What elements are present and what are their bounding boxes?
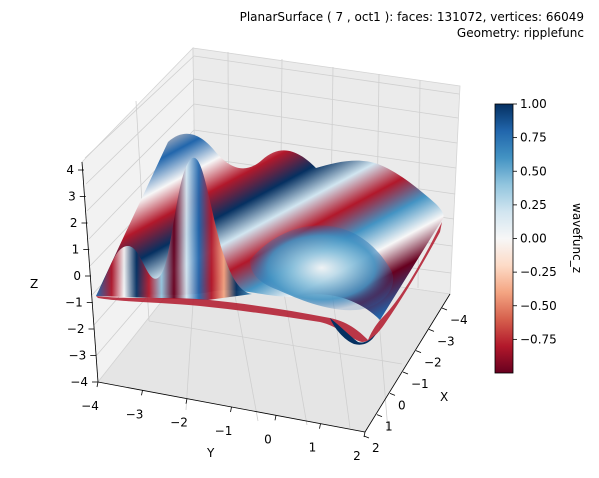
z-tick-label: −1 [65, 296, 83, 310]
z-tick-labels: −4 −3 −2 −1 0 1 2 3 4 [65, 163, 88, 389]
colorbar-tick-label: −0.75 [520, 332, 557, 346]
colorbar-ticks: 1.00 0.75 0.50 0.25 0.00 −0.25 −0.50 −0.75 [513, 97, 557, 346]
z-axis-label: Z [30, 277, 38, 291]
colorbar: 1.00 0.75 0.50 0.25 0.00 −0.25 −0.50 −0.75 wave… [494, 97, 584, 374]
y-tick-marks [96, 381, 366, 438]
colorbar-gradient [494, 103, 514, 374]
y-tick-mark [319, 423, 321, 429]
z-tick-label: 2 [70, 216, 78, 230]
y-tick-mark [230, 406, 232, 413]
y-tick-label: −3 [126, 407, 144, 421]
z-tick-marks [78, 169, 98, 383]
y-tick-label: −1 [215, 424, 233, 438]
x-tick-mark [402, 371, 409, 375]
colorbar-tick-label: 0.00 [520, 232, 547, 246]
x-tick-mark [441, 307, 448, 311]
z-tick-label: 3 [68, 190, 76, 204]
y-tick-label: 1 [309, 441, 317, 455]
y-tick-label: −4 [81, 399, 99, 413]
x-tick-mark [415, 350, 422, 354]
z-tick-label: 1 [72, 243, 80, 257]
x-tick-mark [363, 435, 370, 439]
x-tick-label: 2 [372, 441, 380, 455]
colorbar-tick-label: 0.25 [520, 198, 547, 212]
z-tick-label: −4 [70, 375, 88, 389]
y-axis-label: Y [206, 446, 215, 460]
colorbar-tick-label: 0.75 [520, 131, 547, 145]
x-tick-label: −4 [450, 313, 468, 327]
surface-center-basin [250, 225, 394, 311]
z-tick-label: −3 [69, 349, 87, 363]
z-tick-label: −2 [67, 322, 85, 336]
y-tick-mark [185, 398, 188, 404]
x-tick-label: −1 [411, 377, 429, 391]
x-axis-label: X [440, 390, 448, 404]
y-tick-label: 0 [264, 432, 272, 446]
z-tick-label: 0 [73, 269, 81, 283]
colorbar-tick-label: 0.50 [520, 164, 547, 178]
x-tick-label: 0 [398, 398, 406, 412]
x-tick-marks [363, 307, 448, 439]
x-tick-label: −2 [424, 356, 442, 370]
colorbar-tick-label: −0.50 [520, 299, 557, 313]
y-tick-label: −2 [170, 416, 188, 430]
y-tick-mark [274, 415, 277, 421]
colorbar-label: wavefunc_z [570, 203, 584, 273]
x-tick-mark [389, 392, 396, 396]
surface [96, 133, 444, 345]
chart-subtitle: Geometry: ripplefunc [456, 26, 584, 40]
x-tick-label: 1 [385, 420, 393, 434]
x-tick-mark [428, 328, 435, 332]
colorbar-tick-label: −0.25 [520, 265, 557, 279]
x-tick-mark [376, 414, 383, 418]
y-tick-label: 2 [353, 449, 361, 463]
x-tick-label: −3 [437, 334, 455, 348]
y-tick-labels: −4 −3 −2 −1 0 1 2 [81, 399, 361, 463]
chart-title: PlanarSurface ( 7 , oct1 ): faces: 13107… [239, 10, 584, 24]
z-tick-label: 4 [66, 163, 74, 177]
colorbar-tick-label: 1.00 [520, 97, 547, 111]
y-tick-mark [141, 390, 143, 396]
surface-left-ridges [96, 157, 252, 300]
y-tick-mark [96, 381, 99, 388]
x-tick-labels: −4 −3 −2 −1 012 [372, 313, 468, 455]
surface-dip [330, 318, 376, 345]
